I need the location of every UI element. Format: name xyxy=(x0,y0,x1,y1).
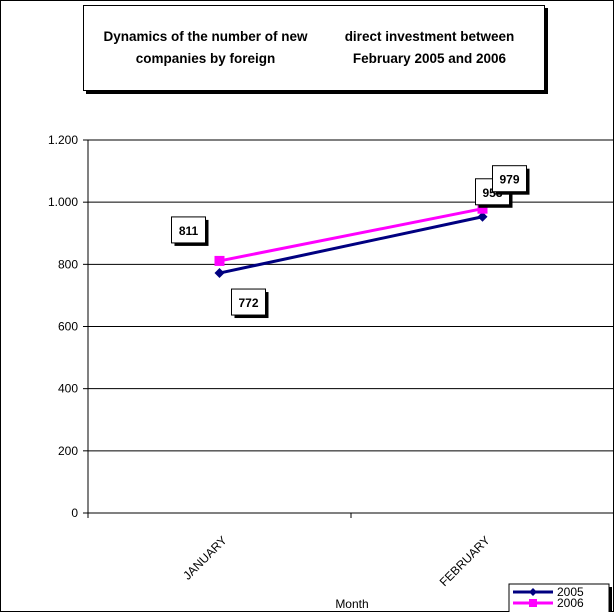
marker-2006-1 xyxy=(477,203,488,214)
chart-title-line-1: Dynamics of the number of new companies … xyxy=(103,29,308,66)
legend-marker-2006 xyxy=(529,599,537,607)
y-axis: 0 200 400 600 800 1.000 1.200 xyxy=(48,133,89,520)
x-tick-label-february: FEBRUARY xyxy=(437,533,493,589)
data-label-2006-0: 811 xyxy=(179,224,199,238)
y-tick-label-5: 1.000 xyxy=(48,195,78,209)
y-tick-label-6: 1.200 xyxy=(48,133,78,147)
y-tick-label-0: 0 xyxy=(71,506,78,520)
marker-2005-1 xyxy=(477,211,488,222)
legend-label-2006: 2006 xyxy=(557,596,584,610)
series-layer xyxy=(214,203,488,279)
data-label-2006-1: 979 xyxy=(499,173,519,187)
marker-2006-0 xyxy=(214,255,225,266)
y-tick-label-2: 400 xyxy=(58,382,78,396)
y-tick-label-3: 600 xyxy=(58,320,78,334)
x-axis: JANUARY FEBRUARY xyxy=(87,513,614,589)
data-label-2005-0: 772 xyxy=(238,296,258,310)
x-axis-title: Month xyxy=(335,597,368,611)
data-label-box-2005-0 xyxy=(231,288,266,316)
gridlines xyxy=(88,139,614,514)
chart-title-line-2: direct investment between February 2005 … xyxy=(344,29,515,66)
legend-label-2005: 2005 xyxy=(557,585,584,599)
y-tick-label-1: 200 xyxy=(58,444,78,458)
data-label-box-2006-0 xyxy=(171,216,206,244)
data-label-box-2006-1 xyxy=(492,165,527,193)
marker-2005-0 xyxy=(214,268,225,279)
series-line-2006 xyxy=(219,207,483,263)
series-line-2005 xyxy=(219,215,483,275)
chart-title: Dynamics of the number of new companies … xyxy=(83,5,545,91)
y-tick-label-4: 800 xyxy=(58,257,78,271)
x-tick-label-january: JANUARY xyxy=(180,533,229,582)
legend-marker-2005 xyxy=(529,588,537,596)
legend-box xyxy=(508,583,610,612)
